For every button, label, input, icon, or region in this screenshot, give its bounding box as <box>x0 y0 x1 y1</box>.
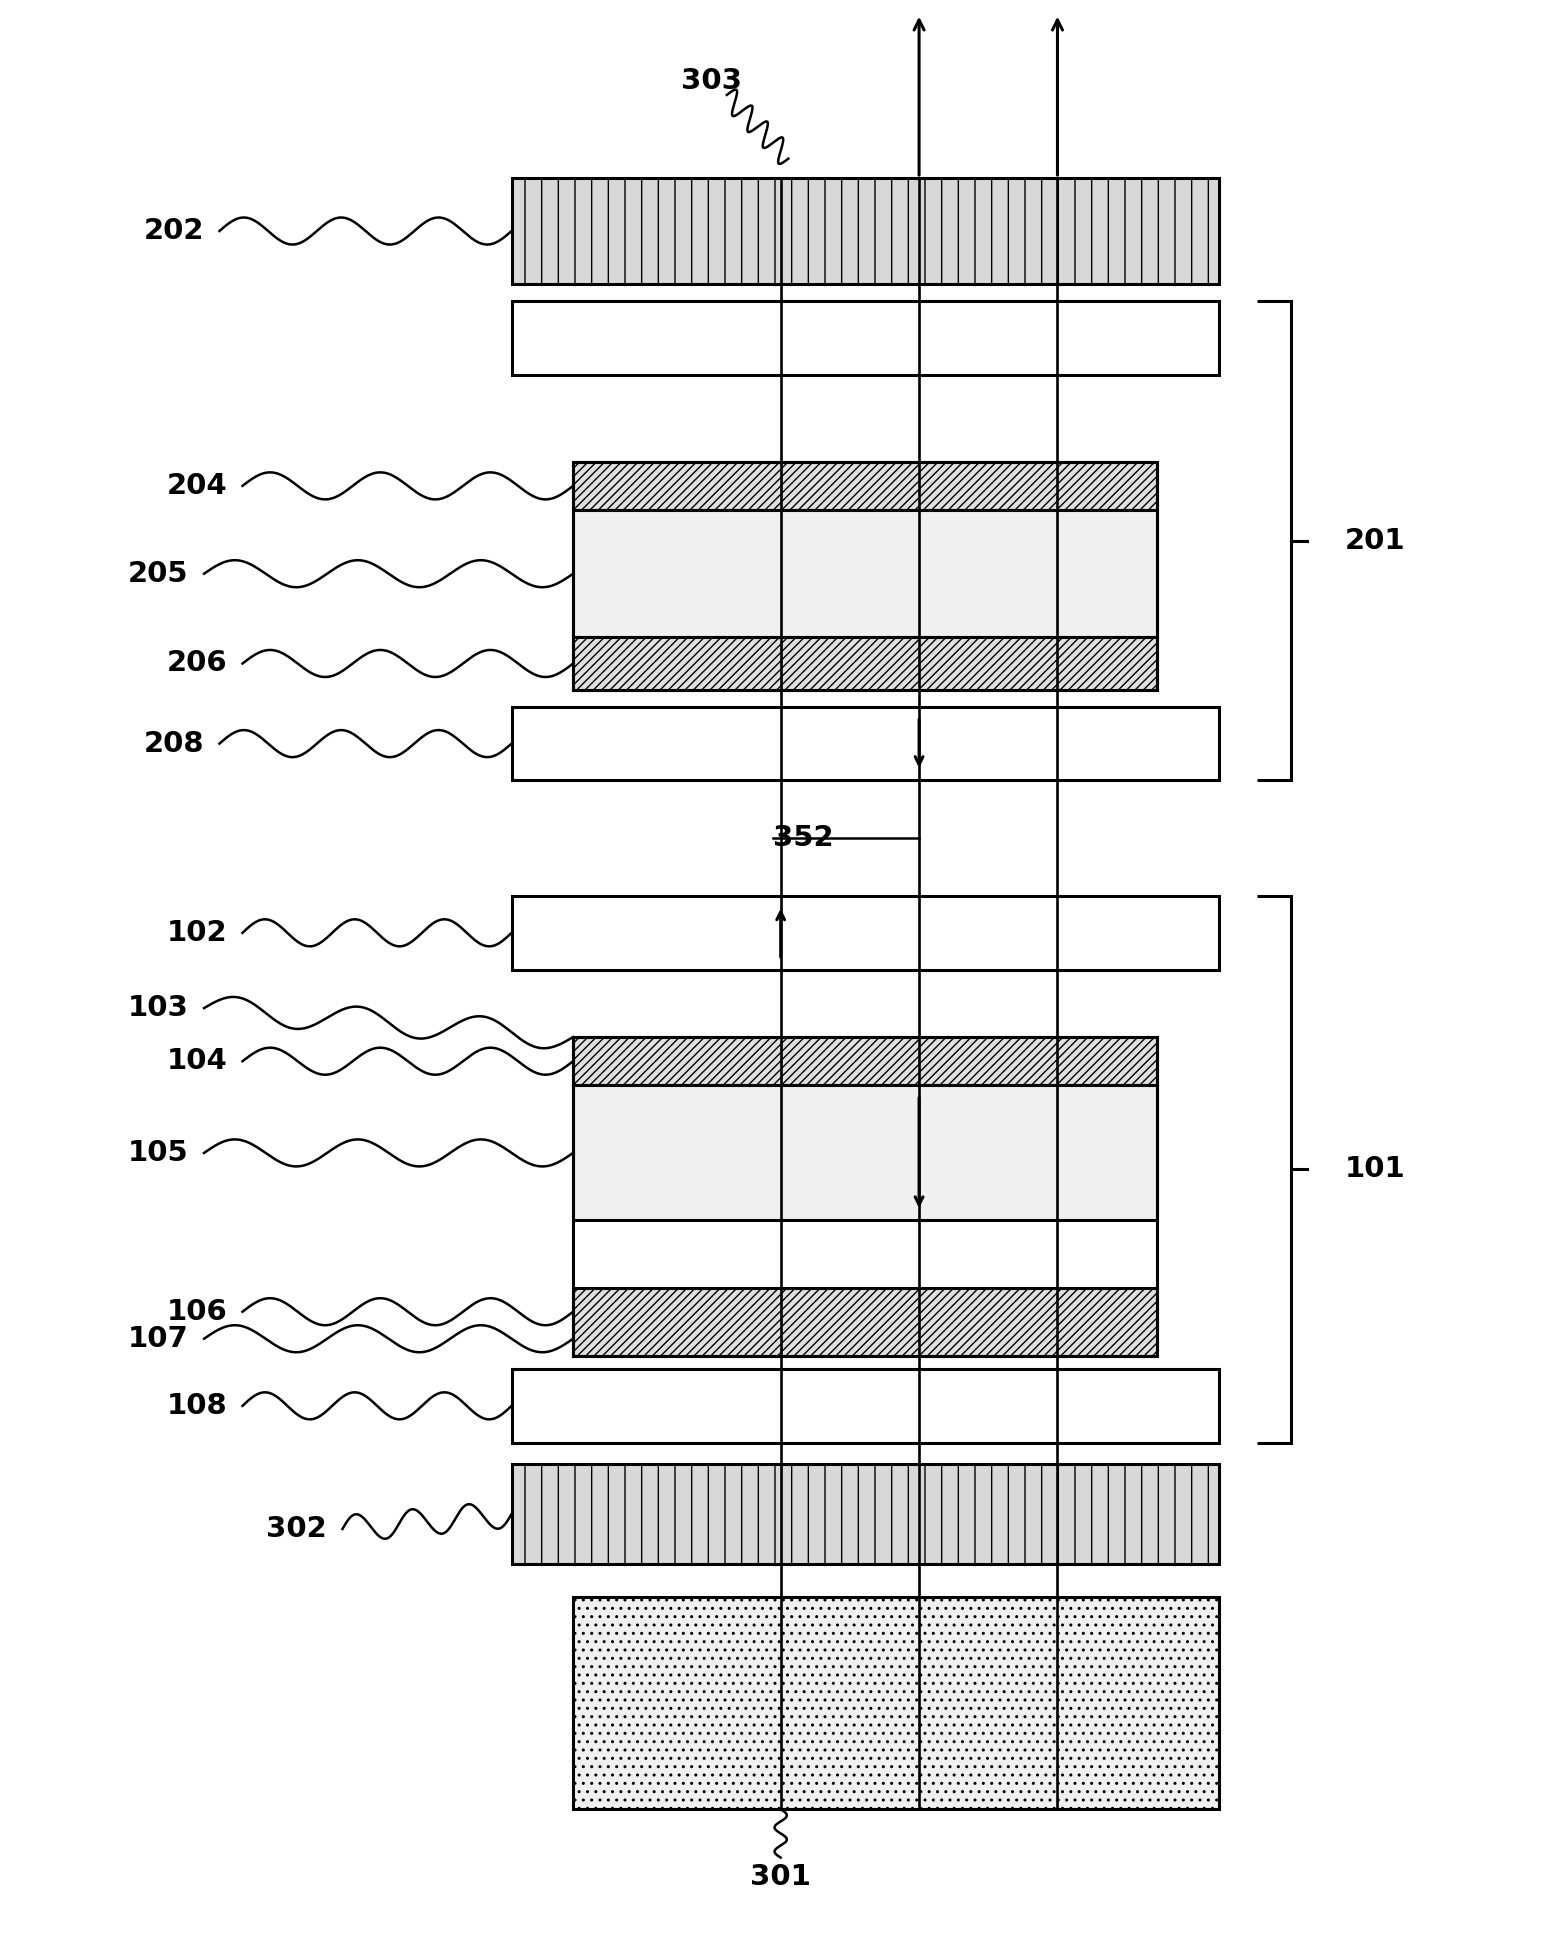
Text: 108: 108 <box>167 1392 227 1419</box>
Text: 301: 301 <box>750 1863 812 1891</box>
Text: 303: 303 <box>680 68 742 95</box>
Text: 106: 106 <box>167 1297 227 1326</box>
Text: 352: 352 <box>773 824 833 853</box>
Text: 202: 202 <box>144 217 204 244</box>
Text: 101: 101 <box>1345 1156 1405 1183</box>
Bar <box>574 510 1158 638</box>
Bar <box>512 708 1218 779</box>
Bar <box>574 1598 1218 1809</box>
Bar <box>512 178 1218 285</box>
Bar <box>574 1037 1158 1355</box>
Text: 205: 205 <box>128 560 189 588</box>
Text: 103: 103 <box>128 995 189 1022</box>
Text: 105: 105 <box>128 1138 189 1167</box>
Bar <box>574 1086 1158 1220</box>
Text: 102: 102 <box>167 919 227 946</box>
Bar <box>574 1037 1158 1086</box>
Text: 104: 104 <box>167 1047 227 1076</box>
Text: 206: 206 <box>167 650 227 677</box>
Bar <box>574 1287 1158 1355</box>
Text: 204: 204 <box>167 471 227 500</box>
Bar <box>574 638 1158 690</box>
Bar <box>574 461 1158 510</box>
Bar <box>512 1369 1218 1443</box>
Bar <box>574 461 1158 690</box>
Text: 107: 107 <box>128 1324 189 1353</box>
Bar <box>512 896 1218 970</box>
Bar <box>512 301 1218 374</box>
Text: 302: 302 <box>266 1514 328 1543</box>
Text: 208: 208 <box>144 729 204 758</box>
Bar <box>512 1464 1218 1565</box>
Text: 201: 201 <box>1345 527 1405 555</box>
